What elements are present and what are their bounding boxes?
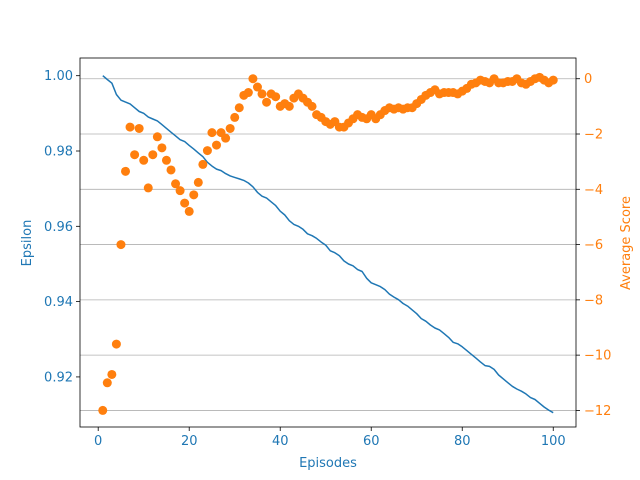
score-point	[193, 177, 203, 187]
score-point	[271, 92, 281, 102]
y-left-tick-label: 0.94	[44, 295, 73, 310]
x-tick-label: 0	[94, 434, 102, 449]
score-point	[180, 198, 190, 208]
grid-lines	[80, 78, 576, 411]
x-tick-label: 60	[363, 434, 380, 449]
score-point	[202, 146, 212, 156]
y-right-tick-label: −6	[584, 238, 603, 253]
score-point	[243, 88, 253, 98]
y-right-tick-label: −4	[584, 183, 603, 198]
y-right-tick-label: −10	[584, 349, 611, 364]
score-point	[139, 155, 149, 165]
y-axis-right: −12 −10 −8 −6 −4 −2 0	[576, 72, 611, 419]
x-tick-label: 80	[454, 434, 471, 449]
score-point	[230, 112, 240, 122]
score-point	[234, 103, 244, 113]
x-tick-label: 40	[272, 434, 289, 449]
score-point	[189, 190, 199, 200]
score-point	[548, 75, 558, 85]
x-tick-label: 20	[181, 434, 198, 449]
y-left-tick-label: 0.98	[44, 145, 73, 160]
score-point	[134, 123, 144, 133]
score-point	[98, 405, 108, 415]
x-tick-label: 100	[541, 434, 566, 449]
score-point	[148, 150, 158, 160]
score-point	[175, 186, 185, 196]
score-point	[111, 339, 121, 349]
y-right-tick-label: −2	[584, 128, 603, 143]
score-point	[166, 165, 176, 175]
x-axis: 0 20 40 60 80 100	[94, 427, 566, 449]
score-point	[107, 369, 117, 379]
epsilon-line	[102, 75, 554, 414]
score-point	[152, 132, 162, 142]
score-point	[212, 140, 222, 150]
x-axis-label: Episodes	[299, 456, 357, 471]
y-right-tick-label: −8	[584, 293, 603, 308]
score-point	[225, 123, 235, 133]
y-left-tick-label: 0.96	[44, 220, 73, 235]
score-point	[161, 155, 171, 165]
score-point	[262, 97, 272, 107]
score-point	[207, 128, 217, 138]
score-point	[116, 240, 126, 250]
score-point	[102, 378, 112, 388]
score-point	[257, 89, 267, 99]
score-point	[307, 101, 317, 111]
score-point	[184, 206, 194, 216]
score-point	[125, 122, 135, 132]
score-point	[171, 179, 181, 189]
y-left-tick-label: 0.92	[44, 370, 73, 385]
score-point	[284, 101, 294, 111]
score-point	[252, 82, 262, 92]
y-left-tick-label: 1.00	[44, 69, 73, 84]
score-point	[198, 159, 208, 169]
score-point	[130, 150, 140, 160]
plot-frame	[79, 57, 577, 428]
score-point	[221, 133, 231, 143]
score-point	[143, 183, 153, 193]
y-right-tick-label: 0	[584, 72, 592, 87]
y-axis-left: 0.92 0.94 0.96 0.98 1.00	[44, 69, 80, 385]
plot-series	[98, 72, 558, 415]
y-axis-left-label: Epsilon	[20, 220, 35, 267]
score-point	[157, 143, 167, 153]
y-right-tick-label: −12	[584, 404, 611, 419]
y-axis-right-label: Average Score	[619, 196, 634, 290]
score-point	[248, 74, 258, 84]
score-point	[121, 166, 131, 176]
